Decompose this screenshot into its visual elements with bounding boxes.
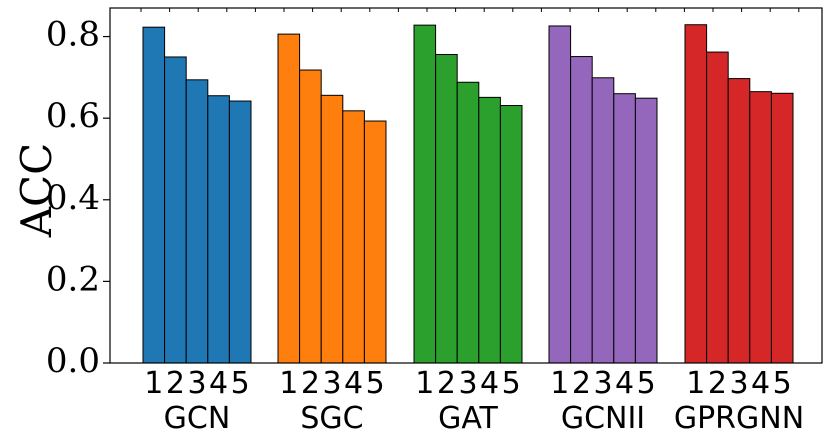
bar-gcnii-3 xyxy=(591,77,615,364)
bar-gcn-5 xyxy=(228,100,252,364)
x-subcategory-label: 5 xyxy=(366,366,385,401)
y-tick-label: 0.2 xyxy=(46,259,100,299)
bar-gat-3 xyxy=(456,81,480,364)
x-group-label: GAT xyxy=(438,401,498,436)
x-subcategory-label: 3 xyxy=(458,366,477,401)
x-subcategory-label: 3 xyxy=(322,366,341,401)
bar-gprgnn-5 xyxy=(770,92,794,364)
bar-gcnii-1 xyxy=(548,25,572,364)
bar-gat-2 xyxy=(435,54,458,364)
x-subcategory-label: 3 xyxy=(593,366,612,401)
x-subcategory-label: 5 xyxy=(637,366,656,401)
bar-sgc-1 xyxy=(277,33,301,364)
bar-gcnii-4 xyxy=(613,93,636,364)
bars-layer xyxy=(142,24,794,364)
bar-gcn-4 xyxy=(207,95,230,364)
bar-gprgnn-1 xyxy=(684,24,708,364)
x-group-label: GCNII xyxy=(561,401,645,436)
y-tick-label: 0.4 xyxy=(46,178,100,218)
x-subcategory-label: 2 xyxy=(708,366,727,401)
x-subcategory-label: 4 xyxy=(480,366,499,401)
x-subcategory-label: 1 xyxy=(686,366,705,401)
bar-gcnii-2 xyxy=(570,56,593,364)
x-subcategory-label: 3 xyxy=(729,366,748,401)
plot-frame xyxy=(109,7,823,364)
bar-gcn-1 xyxy=(142,26,166,364)
bar-gprgnn-2 xyxy=(706,51,729,364)
bar-gprgnn-4 xyxy=(749,91,772,364)
x-subcategory-label: 1 xyxy=(144,366,163,401)
bar-sgc-3 xyxy=(320,94,344,364)
x-subcategory-label: 4 xyxy=(209,366,228,401)
x-subcategory-label: 1 xyxy=(550,366,569,401)
x-subcategory-label: 5 xyxy=(231,366,250,401)
x-group-label: SGC xyxy=(300,401,363,436)
x-subcategory-label: 2 xyxy=(166,366,185,401)
bar-gcn-2 xyxy=(164,56,187,364)
bar-sgc-4 xyxy=(342,110,365,364)
bar-gprgnn-3 xyxy=(727,78,751,364)
x-subcategory-label: 2 xyxy=(437,366,456,401)
x-subcategory-label: 4 xyxy=(751,366,770,401)
bar-gat-1 xyxy=(413,24,437,364)
x-subcategory-label: 1 xyxy=(415,366,434,401)
x-group-label: GPRGNN xyxy=(674,401,804,436)
bar-gcnii-5 xyxy=(634,97,658,364)
x-subcategory-label: 2 xyxy=(301,366,320,401)
x-subcategory-label: 4 xyxy=(615,366,634,401)
x-subcategory-label: 5 xyxy=(773,366,792,401)
x-subcategory-label: 3 xyxy=(187,366,206,401)
x-subcategory-label: 4 xyxy=(344,366,363,401)
x-subcategory-label: 1 xyxy=(279,366,298,401)
bar-sgc-2 xyxy=(299,69,322,364)
bar-gat-5 xyxy=(499,105,523,364)
y-axis-title: ACC xyxy=(12,143,61,239)
bar-gat-4 xyxy=(478,96,501,364)
bar-sgc-5 xyxy=(363,120,387,364)
x-group-label: GCN xyxy=(164,401,231,436)
y-tick-label: 0.8 xyxy=(46,15,100,55)
bar-gcn-3 xyxy=(185,79,209,364)
y-tick-label: 0.6 xyxy=(46,96,100,136)
x-subcategory-label: 5 xyxy=(502,366,521,401)
x-subcategory-label: 2 xyxy=(572,366,591,401)
y-tick-label: 0.0 xyxy=(46,341,100,381)
